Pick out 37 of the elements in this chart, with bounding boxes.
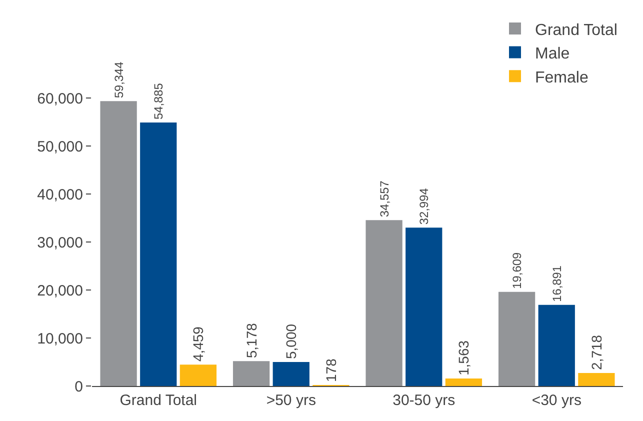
text: 59,344 <box>112 62 126 98</box>
y-tick-label: 30,000 <box>37 234 83 252</box>
y-tick-label: 10,000 <box>37 330 83 348</box>
bar <box>406 228 442 386</box>
y-tick-label: 20,000 <box>37 282 83 300</box>
text: 5,178 <box>243 323 260 358</box>
x-tick-label: 30-50 yrs <box>392 392 456 409</box>
x-tick-label: Grand Total <box>120 392 198 409</box>
text: 1,563 <box>456 340 472 376</box>
text: 54,885 <box>152 83 166 120</box>
bar <box>538 304 575 386</box>
text: 5,000 <box>283 324 300 359</box>
text: 178 <box>322 358 339 382</box>
legend-label: Female <box>535 69 588 86</box>
y-tick-label: 60,000 <box>37 90 83 108</box>
text: 4,459 <box>190 326 206 362</box>
text: 16,891 <box>550 265 564 302</box>
y-tick-label: 0 <box>74 378 83 396</box>
bar <box>140 122 177 386</box>
bar <box>232 361 270 386</box>
y-tick-label: 40,000 <box>37 186 83 204</box>
bar <box>578 372 615 386</box>
bar <box>366 220 402 386</box>
x-tick-label: >50 yrs <box>266 392 316 409</box>
bar <box>272 362 310 386</box>
bar <box>498 292 536 386</box>
x-tick-label: <30 yrs <box>532 392 582 409</box>
text: 19,609 <box>510 252 524 289</box>
legend-label: Male <box>535 46 570 63</box>
bar <box>100 101 137 386</box>
text: 2,718 <box>588 334 604 370</box>
text: 34,557 <box>377 180 392 218</box>
y-tick-label: 50,000 <box>37 138 83 156</box>
legend-label: Grand Total <box>535 22 618 39</box>
text: 32,994 <box>417 188 432 225</box>
bar <box>445 378 482 386</box>
bar <box>180 364 217 386</box>
